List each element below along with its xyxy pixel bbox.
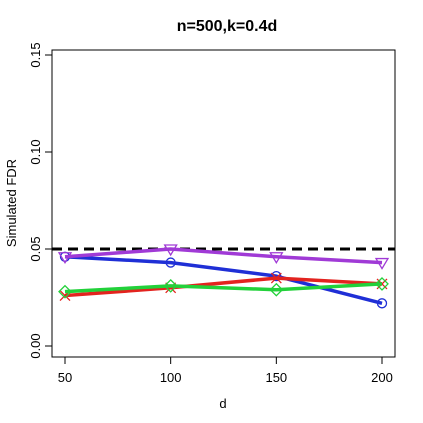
marker-diamond	[269, 282, 284, 297]
marker-circle	[376, 298, 388, 309]
x-tick-label: 50	[58, 370, 72, 385]
y-tick-label: 0.05	[28, 236, 43, 261]
chart-title: n=500,k=0.4d	[177, 18, 278, 35]
y-tick-label: 0.10	[28, 139, 43, 164]
x-axis-label: d	[219, 396, 226, 411]
series-3-line	[64, 276, 383, 298]
series-4-line	[64, 282, 383, 294]
x-tick-label: 150	[265, 370, 287, 385]
marker-circle	[165, 257, 176, 268]
marker-diamond	[163, 278, 178, 293]
x-tick-label: 100	[160, 370, 182, 385]
y-tick-label: 0.00	[28, 333, 43, 358]
series-1-line	[64, 255, 383, 306]
marker-triangle-down	[269, 252, 284, 265]
plot-frame	[51, 49, 396, 358]
series-2	[57, 244, 390, 270]
marker-triangle-down	[57, 252, 73, 265]
series-4	[58, 277, 389, 299]
marker-x	[270, 272, 282, 284]
marker-diamond	[375, 277, 389, 291]
series-1	[59, 251, 388, 309]
y-axis-label: Simulated FDR	[4, 159, 19, 247]
series-2-line	[64, 247, 383, 265]
axes: 50 100 150 200 0.00 0.05 0.10 0.15	[28, 42, 393, 385]
marker-triangle-down	[163, 244, 178, 257]
marker-diamond	[58, 284, 72, 299]
marker-circle	[271, 271, 282, 282]
marker-triangle-down	[374, 257, 390, 270]
x-tick-label: 200	[371, 370, 393, 385]
series-layer	[57, 244, 390, 309]
y-tick-label: 0.15	[28, 42, 43, 67]
